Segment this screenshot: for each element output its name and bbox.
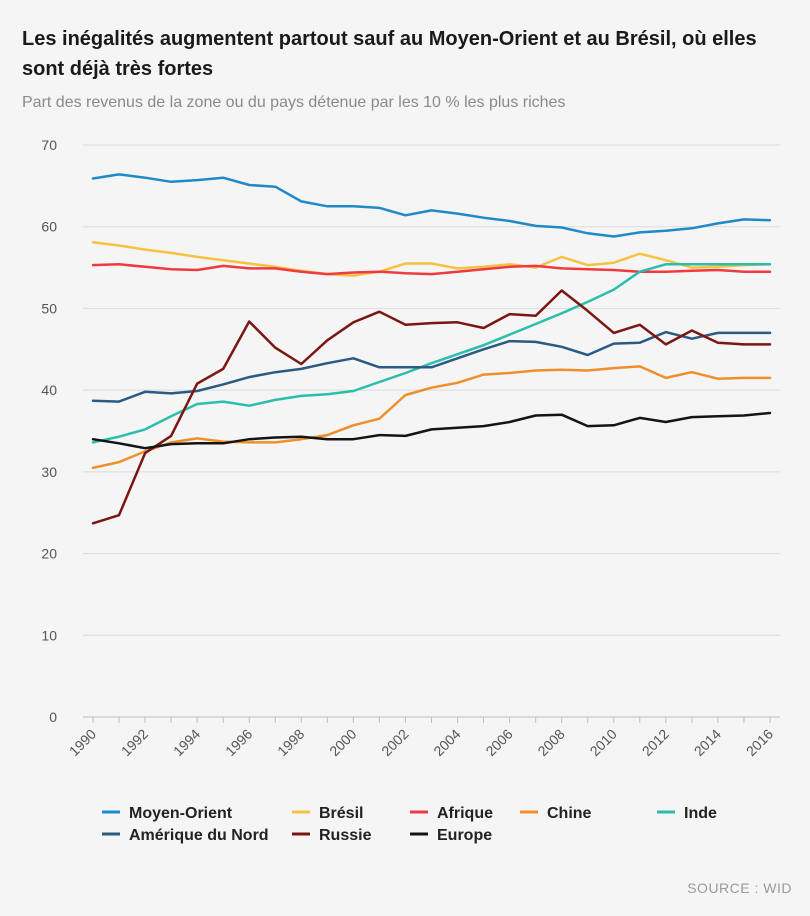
legend-label: Russie [319,827,372,844]
chart-title: Les inégalités augmentent partout sauf a… [22,28,757,80]
y-tick-label: 30 [41,464,57,480]
x-tick-label: 1992 [118,726,151,759]
series-line [91,411,772,450]
series-line [91,365,772,470]
series-line [91,173,772,238]
x-axis: 1990 1992 1994 1996 1998 2000 2002 2004 2006 2008… [66,716,780,759]
series-line [91,263,772,276]
x-tick-label: 1994 [170,726,203,759]
legend: Moyen-Orient Brésil Afrique Chine Inde Amériq… [102,805,717,844]
legend-label: Europe [437,827,492,844]
y-tick-label: 60 [41,219,57,235]
series-line [91,289,772,525]
y-tick-label: 40 [41,382,57,398]
chart-subtitle: Part des revenus de la zone ou du pays d… [22,94,566,111]
x-tick-label: 1996 [222,726,255,759]
y-tick-label: 50 [41,300,57,316]
legend-label: Afrique [437,805,493,822]
x-tick-label: 2000 [326,726,359,759]
legend-label: Brésil [319,805,363,822]
x-tick-label: 2002 [378,726,411,759]
x-tick-label: 1998 [274,726,307,759]
series-lines [91,173,772,525]
legend-label: Chine [547,805,592,822]
series-line [91,240,772,277]
legend-label: Moyen-Orient [129,805,233,822]
x-tick-label: 2004 [430,726,463,759]
x-tick-label: 1990 [66,726,99,759]
source-note: SOURCE : WID [687,880,792,896]
x-tick-label: 2012 [639,726,672,759]
y-tick-label: 20 [41,546,57,562]
y-tick-label: 0 [49,709,57,725]
legend-label: Inde [684,805,717,822]
x-tick-label: 2014 [691,726,724,759]
y-tick-label: 10 [41,627,57,643]
y-tick-label: 70 [41,137,57,153]
series-line [91,263,772,444]
x-tick-label: 2016 [743,726,776,759]
x-tick-label: 2010 [587,726,620,759]
y-axis-ticks: 0 10 20 30 40 50 60 70 [41,137,57,725]
x-tick-label: 2008 [534,726,567,759]
series-line [91,330,772,403]
legend-label: Amérique du Nord [129,827,269,844]
x-tick-label: 2006 [482,726,515,759]
